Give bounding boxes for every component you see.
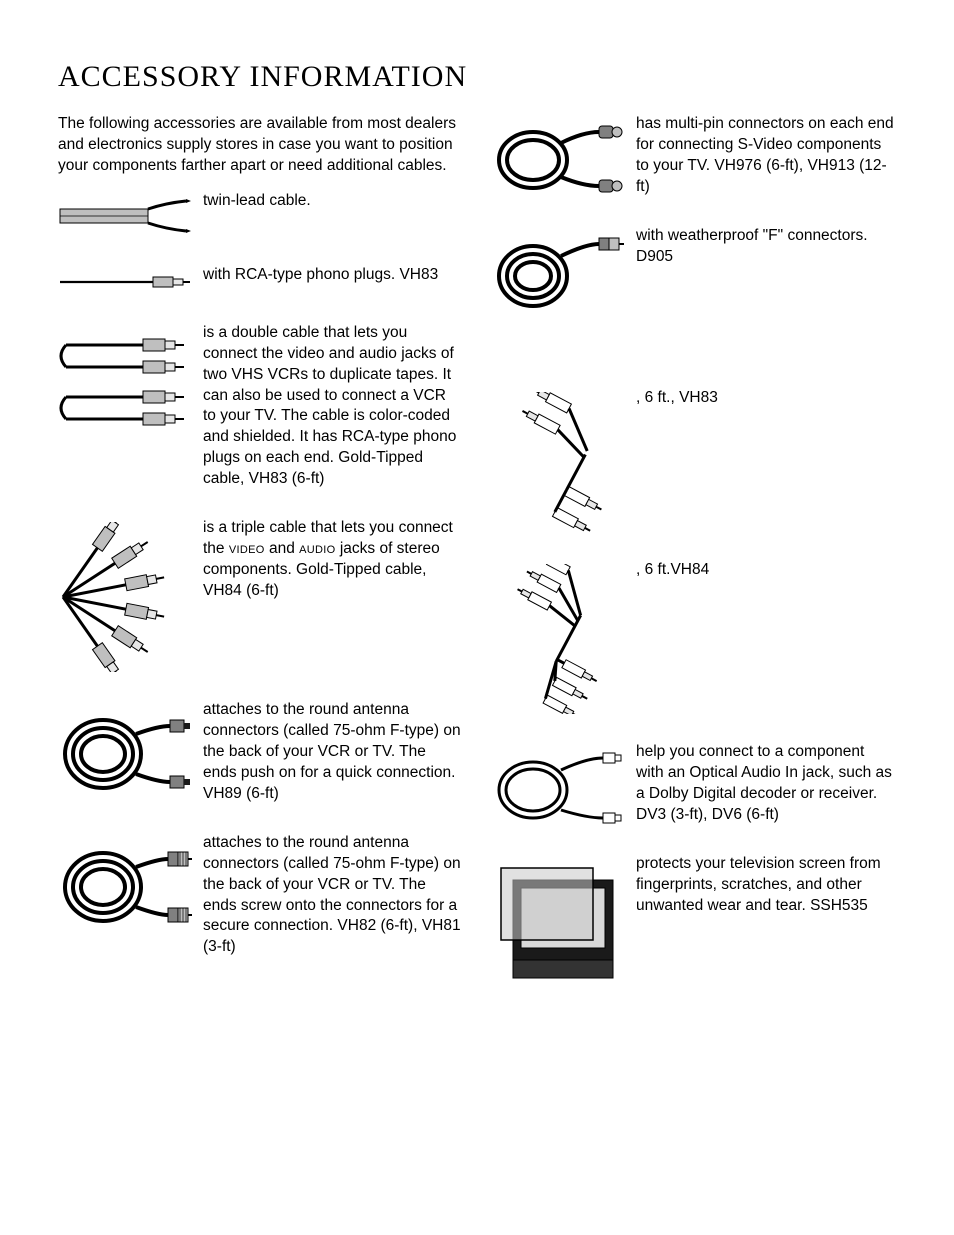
item-rca-single: with RCA-type phono plugs. VH83: [58, 265, 463, 295]
item-coax-screwon: attaches to the round antenna connectors…: [58, 833, 463, 959]
item-gold-triple: , 6 ft.VH84: [491, 560, 896, 714]
rca-single-pre: with: [203, 266, 231, 283]
dubbing-icon: [58, 323, 193, 437]
coax-pushon-text: attaches to the round antenna connectors…: [203, 700, 463, 805]
optical-desc: help you connect to a component with an …: [636, 743, 892, 823]
coax-weather-desc: weatherproof "F" connectors. D905: [636, 227, 868, 265]
page-title: ACCESSORY INFORMATION: [58, 60, 896, 94]
coax-weather-icon: [491, 226, 626, 320]
left-column: The following accessories are available …: [58, 114, 463, 1016]
item-dubbing: is a double cable that lets you connect …: [58, 323, 463, 490]
content-columns: The following accessories are available …: [58, 114, 896, 1016]
item-coax-weather: with weatherproof "F" connectors. D905: [491, 226, 896, 320]
coax-pushon-icon: [58, 700, 193, 804]
optical-icon: [491, 742, 626, 826]
triple-icon: [58, 518, 193, 672]
rca-single-text: with RCA-type phono plugs. VH83: [203, 265, 463, 286]
gold-triple-text: , 6 ft.VH84: [636, 560, 896, 581]
rca-single-icon: [58, 265, 193, 295]
twin-lead-desc: twin-lead cable.: [203, 192, 311, 209]
item-screen-protector: protects your television screen from fin…: [491, 854, 896, 988]
svideo-text: has multi-pin connectors on each end for…: [636, 114, 896, 198]
gold-triple-desc: , 6 ft.VH84: [636, 561, 709, 578]
dubbing-desc: is a double cable that lets you connect …: [203, 324, 456, 487]
gold-double-desc: , 6 ft., VH83: [636, 389, 718, 406]
gold-double-icon: [491, 388, 626, 532]
screen-protector-desc: protects your television screen from fin…: [636, 855, 881, 914]
item-gold-double: , 6 ft., VH83: [491, 388, 896, 532]
item-optical: help you connect to a component with an …: [491, 742, 896, 826]
coax-weather-text: with weatherproof "F" connectors. D905: [636, 226, 896, 268]
coax-pushon-desc: attaches to the round antenna connectors…: [203, 701, 461, 802]
rca-single-desc: RCA-type phono plugs. VH83: [235, 266, 438, 283]
svideo-icon: [491, 114, 626, 198]
twin-lead-icon: [58, 191, 193, 237]
screen-protector-icon: [491, 854, 626, 988]
item-svideo: has multi-pin connectors on each end for…: [491, 114, 896, 198]
dubbing-text: is a double cable that lets you connect …: [203, 323, 463, 490]
item-triple: is a triple cable that lets you connect …: [58, 518, 463, 672]
coax-screwon-icon: [58, 833, 193, 937]
intro-text: The following accessories are available …: [58, 114, 458, 177]
gold-double-text: , 6 ft., VH83: [636, 388, 896, 409]
screen-protector-text: protects your television screen from fin…: [636, 854, 896, 917]
coax-screwon-text: attaches to the round antenna connectors…: [203, 833, 463, 959]
gold-triple-icon: [491, 560, 626, 714]
svideo-desc: has multi-pin connectors on each end for…: [636, 115, 894, 195]
twin-lead-text: twin-lead cable.: [203, 191, 463, 212]
coax-weather-pre: with: [636, 227, 664, 244]
triple-text: is a triple cable that lets you connect …: [203, 518, 463, 602]
coax-screwon-desc: attaches to the round antenna connectors…: [203, 834, 461, 956]
triple-desc: is a triple cable that lets you connect …: [203, 519, 453, 599]
item-twin-lead: twin-lead cable.: [58, 191, 463, 237]
right-column: has multi-pin connectors on each end for…: [491, 114, 896, 1016]
item-coax-pushon: attaches to the round antenna connectors…: [58, 700, 463, 805]
page: ACCESSORY INFORMATION The following acce…: [0, 0, 954, 1076]
optical-text: help you connect to a component with an …: [636, 742, 896, 826]
